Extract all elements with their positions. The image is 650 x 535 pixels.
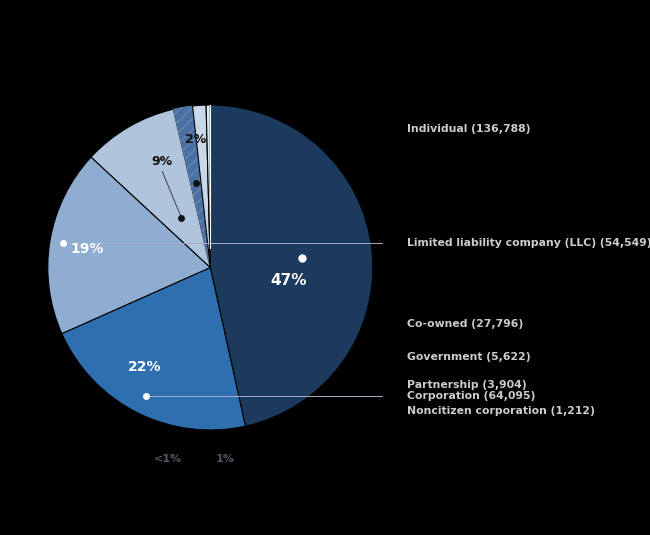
Text: Government (5,622): Government (5,622) bbox=[407, 352, 531, 362]
Wedge shape bbox=[62, 268, 246, 430]
Text: Partnership (3,904): Partnership (3,904) bbox=[407, 379, 527, 389]
Text: 22%: 22% bbox=[128, 360, 162, 373]
Text: 1%: 1% bbox=[216, 454, 235, 464]
Wedge shape bbox=[91, 109, 211, 268]
Text: <1%: <1% bbox=[154, 454, 182, 464]
Text: 2%: 2% bbox=[185, 133, 207, 146]
Wedge shape bbox=[174, 106, 211, 268]
Text: Noncitizen corporation (1,212): Noncitizen corporation (1,212) bbox=[407, 406, 595, 416]
Text: Limited liability company (LLC) (54,549): Limited liability company (LLC) (54,549) bbox=[407, 238, 650, 248]
Wedge shape bbox=[48, 157, 211, 334]
Text: Individual (136,788): Individual (136,788) bbox=[407, 124, 530, 134]
Text: Co-owned (27,796): Co-owned (27,796) bbox=[407, 319, 523, 330]
Text: 19%: 19% bbox=[71, 242, 104, 256]
Text: 47%: 47% bbox=[270, 273, 306, 288]
Text: 9%: 9% bbox=[151, 156, 173, 169]
Wedge shape bbox=[211, 105, 373, 426]
Wedge shape bbox=[206, 105, 211, 268]
Text: Corporation (64,095): Corporation (64,095) bbox=[407, 391, 536, 401]
Wedge shape bbox=[192, 105, 211, 268]
